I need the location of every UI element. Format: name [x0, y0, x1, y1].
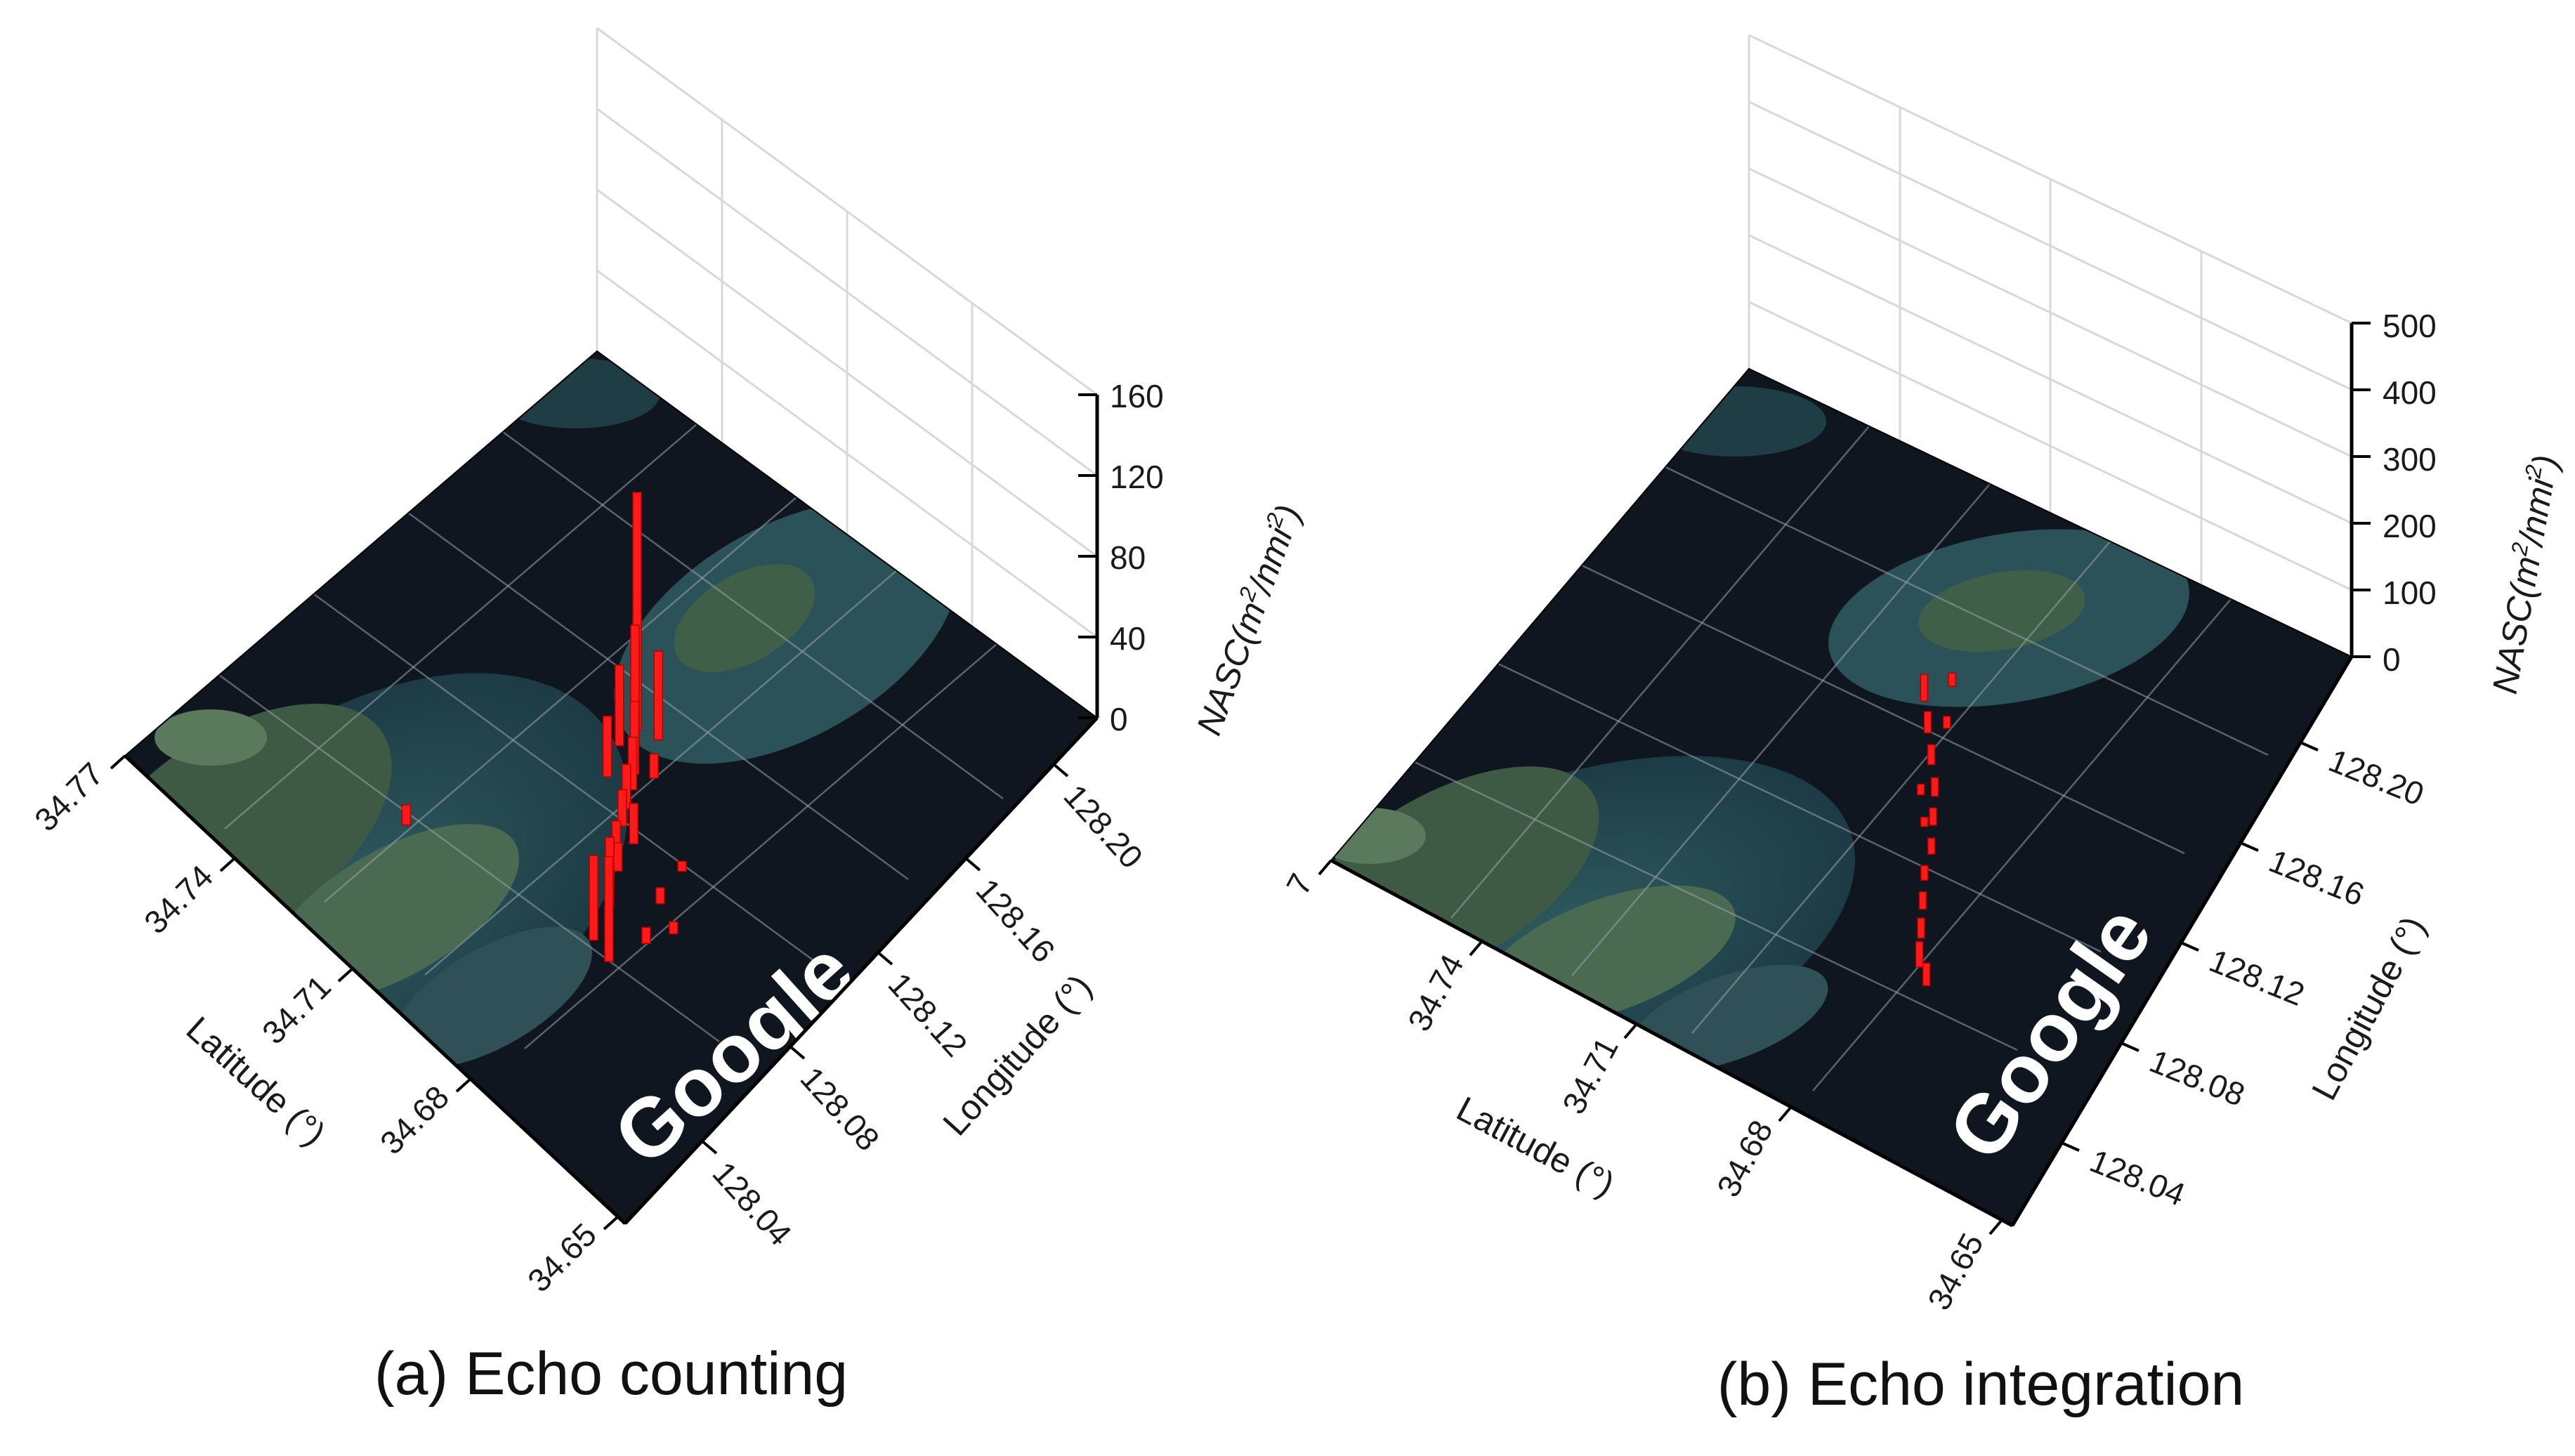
nasc-bar	[1927, 744, 1936, 766]
nasc-bar	[629, 803, 638, 845]
panel-a-floor-grid	[218, 424, 1004, 1049]
panel-b-latitude-tick-label: 34.68	[1710, 1114, 1780, 1202]
nasc-bar	[649, 753, 659, 779]
panel-a-latitude-axis-line	[124, 754, 627, 1225]
panel-a: Google 0 40 80 120 160 NASC(m2/nmi2) 34.…	[27, 27, 1309, 1408]
panel-a-latitude-axis-label: Latitude (°)	[179, 1009, 334, 1154]
panel-a-latitude-tick-label: 34.74	[137, 858, 220, 940]
nasc-bar	[1920, 674, 1929, 702]
nasc-bar	[641, 926, 651, 945]
panel-b-longitude-tick-label: 128.20	[2324, 742, 2429, 813]
panel-a-longitude-tick-label: 128.04	[706, 1155, 799, 1252]
panel-b-z-tick-label: 400	[2383, 374, 2437, 411]
panel-a-bars	[401, 492, 687, 962]
nasc-bar	[1917, 917, 1925, 939]
panel-a-longitude-tick-label: 128.20	[1057, 778, 1151, 875]
nasc-bar	[1920, 816, 1929, 827]
panel-a-z-tick-label: 160	[1110, 378, 1164, 414]
nasc-bar	[615, 664, 624, 747]
nasc-bar	[589, 855, 598, 941]
panel-b-longitude-tick-label: 128.08	[2144, 1042, 2250, 1113]
panel-a-caption: (a) Echo counting	[374, 1340, 848, 1408]
panel-a-longitude-tick-label: 128.12	[882, 966, 975, 1063]
panel-b-longitude-axis-label: Longitude (°)	[2304, 910, 2433, 1107]
nasc-bar	[1916, 783, 1925, 796]
nasc-bar	[653, 650, 664, 741]
nasc-bar	[1923, 711, 1932, 734]
panel-b-latitude-tick-label: 34.65	[1920, 1227, 1991, 1316]
panel-b-z-tick-label: 500	[2383, 308, 2437, 344]
panel-b-latitude-axis-label: Latitude (°)	[1450, 1089, 1621, 1205]
nasc-bar	[604, 855, 614, 962]
panel-b: Google 0 100 200 300 400 500 NASC(m2/nmi…	[1279, 34, 2566, 1418]
panel-b-latitude-tick-label: 34.74	[1401, 948, 1471, 1037]
panel-a-longitude-axis-line	[624, 716, 1099, 1225]
panel-b-z-tick-label: 300	[2383, 441, 2437, 478]
panel-b-floor-grid	[1414, 426, 2269, 1091]
panel-a-map	[125, 351, 1097, 1224]
nasc-bar	[612, 842, 623, 872]
nasc-bar	[1922, 962, 1931, 987]
nasc-bar	[1929, 807, 1937, 826]
nasc-bar	[677, 860, 687, 872]
panel-b-z-tick-label: 100	[2383, 575, 2437, 611]
panel-b-latitude-tick-partial: 7	[1279, 867, 1320, 900]
panel-a-z-tick-label: 80	[1110, 539, 1146, 576]
panel-b-z-ticks: 0 100 200 300 400 500	[2352, 308, 2437, 678]
panel-b-longitude-tick-label: 128.16	[2264, 842, 2369, 913]
panel-b-bars	[1915, 672, 1956, 987]
nasc-bar	[655, 887, 665, 905]
panel-b-latitude-axis-line	[1330, 858, 2014, 1228]
nasc-bar	[617, 789, 627, 827]
panel-a-z-tick-label: 40	[1110, 620, 1146, 657]
panel-b-longitude-tick-label: 128.12	[2204, 942, 2309, 1013]
panel-a-z-axis-label: NASC(m2/nmi2)	[1186, 499, 1309, 740]
panel-b-z-tick-label: 200	[2383, 508, 2437, 544]
nasc-bar	[669, 921, 679, 935]
nasc-bar	[1915, 940, 1924, 968]
panel-b-z-axis-label: NASC(m2/nmi2)	[2482, 452, 2566, 697]
panel-a-latitude-tick-label: 34.77	[27, 755, 110, 838]
panel-a-latitude-tick-label: 34.71	[255, 968, 338, 1051]
nasc-bar	[1920, 865, 1929, 881]
nasc-bar	[1948, 672, 1956, 687]
panel-b-z-tick-label: 0	[2383, 641, 2401, 678]
panel-a-z-tick-label: 120	[1110, 459, 1164, 495]
panel-a-longitude-tick-label: 128.16	[969, 872, 1063, 969]
panel-a-z-tick-label: 0	[1110, 701, 1128, 737]
panel-a-longitude-tick-label: 128.08	[794, 1060, 887, 1157]
nasc-bar	[1918, 891, 1927, 910]
panel-b-back-wall-left	[1331, 35, 1749, 860]
nasc-bar	[602, 715, 612, 778]
nasc-bar	[401, 804, 412, 826]
panel-b-longitude-axis-line	[2010, 655, 2354, 1227]
panel-b-longitude-tick-label: 128.04	[2085, 1142, 2190, 1213]
panel-a-back-wall-left	[125, 28, 597, 756]
panel-b-latitude-tick-label: 34.71	[1555, 1031, 1625, 1120]
nasc-bar	[1930, 777, 1939, 797]
panel-a-latitude-tick-label: 34.65	[520, 1216, 603, 1299]
nasc-bar	[1942, 716, 1951, 729]
panel-a-latitude-tick-label: 34.68	[373, 1078, 456, 1161]
nasc-bar	[1927, 837, 1936, 855]
panel-a-longitude-axis-label: Longitude (°)	[936, 967, 1100, 1143]
panel-a-z-ticks: 0 40 80 120 160	[1078, 378, 1164, 737]
panel-b-caption: (b) Echo integration	[1717, 1351, 2245, 1418]
